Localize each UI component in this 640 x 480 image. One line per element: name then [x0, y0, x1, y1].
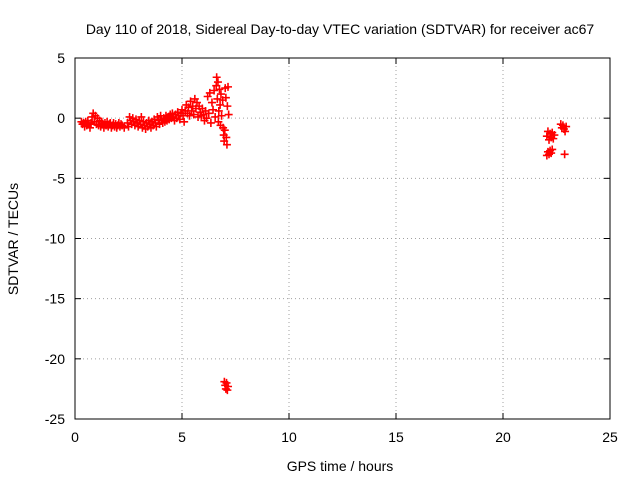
y-tick-label: -20 [45, 351, 65, 367]
y-tick-label: -25 [45, 411, 65, 427]
data-point [137, 112, 146, 121]
data-point [562, 122, 571, 131]
data-point [215, 85, 224, 94]
x-tick-label: 25 [602, 429, 618, 445]
y-tick-label: -15 [45, 291, 65, 307]
data-point [549, 134, 558, 143]
data-series-sdtvar [77, 73, 571, 395]
data-point [209, 105, 218, 114]
data-point [204, 109, 213, 118]
x-tick-label: 0 [71, 429, 79, 445]
data-point [224, 382, 233, 391]
y-tick-label: -5 [53, 170, 66, 186]
data-point [550, 131, 559, 140]
data-point [202, 114, 211, 123]
data-point [120, 123, 129, 132]
chart-title: Day 110 of 2018, Sidereal Day-to-day VTE… [86, 21, 595, 37]
data-point [180, 117, 189, 126]
data-point [560, 150, 569, 159]
data-point [221, 93, 230, 102]
data-point [85, 123, 94, 132]
data-point [212, 73, 221, 82]
data-point [223, 102, 232, 111]
data-point [186, 97, 195, 106]
data-point [222, 378, 231, 387]
data-point [213, 94, 222, 103]
y-tick-label: 0 [57, 110, 65, 126]
data-point [224, 110, 233, 119]
data-point [216, 100, 225, 109]
x-tick-label: 15 [388, 429, 404, 445]
data-point [222, 140, 231, 149]
x-tick-label: 20 [495, 429, 511, 445]
data-point [189, 110, 198, 119]
data-point [220, 126, 229, 135]
x-axis-title: GPS time / hours [287, 458, 394, 474]
data-point [217, 111, 226, 120]
data-point [222, 133, 231, 142]
x-tick-label: 5 [178, 429, 186, 445]
data-point [213, 78, 222, 87]
data-point [211, 112, 220, 121]
data-point [185, 111, 194, 120]
y-tick-label: -10 [45, 231, 65, 247]
axis-ticks: 0 5 10 15 20 25 5 0 -5 -10 -15 -20 -25 [45, 50, 618, 445]
data-point [214, 106, 223, 115]
data-point [206, 118, 215, 127]
data-point [561, 127, 570, 136]
y-tick-label: 5 [57, 50, 65, 66]
data-point [548, 145, 557, 154]
data-point [224, 82, 233, 91]
data-point [210, 86, 219, 95]
data-point [547, 149, 556, 158]
x-tick-label: 10 [281, 429, 297, 445]
data-point [216, 90, 225, 99]
grid [75, 58, 610, 419]
y-axis-title: SDTVAR / TECUs [5, 183, 21, 295]
data-point [205, 88, 214, 97]
data-point [207, 98, 216, 107]
